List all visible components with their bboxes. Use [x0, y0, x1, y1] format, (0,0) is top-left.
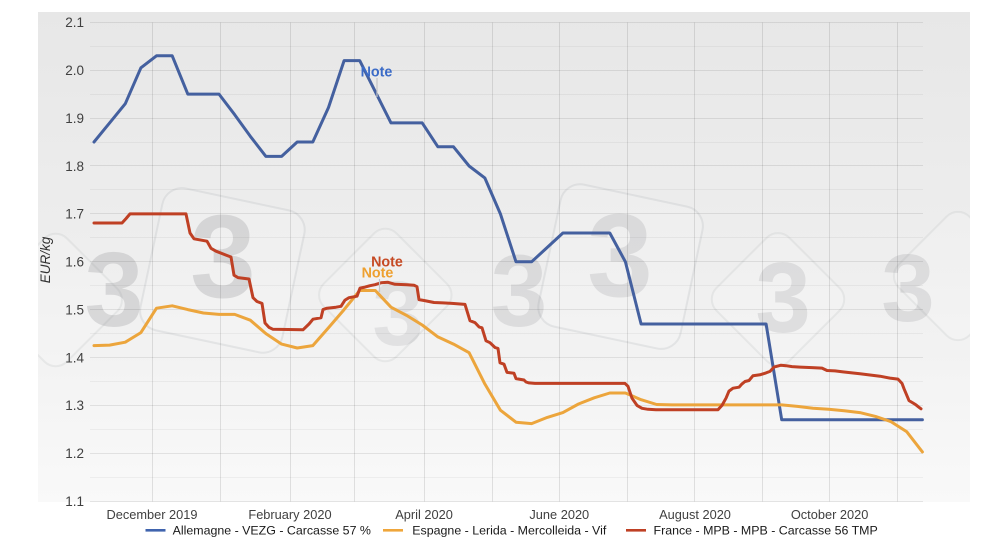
svg-text:1.7: 1.7: [65, 207, 84, 222]
svg-text:2.1: 2.1: [65, 15, 84, 30]
svg-text:Note: Note: [371, 255, 403, 271]
svg-text:3: 3: [755, 242, 811, 354]
svg-text:3: 3: [190, 191, 256, 323]
svg-text:3: 3: [491, 234, 548, 348]
svg-text:1.6: 1.6: [65, 255, 84, 270]
svg-text:1.9: 1.9: [65, 111, 84, 126]
svg-text:3: 3: [587, 190, 653, 322]
svg-text:Note: Note: [362, 266, 394, 282]
svg-text:1.8: 1.8: [65, 159, 84, 174]
svg-text:EUR/kg: EUR/kg: [38, 236, 53, 283]
svg-text:1.5: 1.5: [65, 302, 84, 317]
svg-text:1.1: 1.1: [65, 494, 84, 509]
svg-text:Note: Note: [361, 65, 393, 81]
svg-text:1.3: 1.3: [65, 398, 84, 413]
svg-text:October 2020: October 2020: [791, 507, 869, 522]
svg-text:December 2019: December 2019: [106, 507, 197, 522]
svg-text:Allemagne - VEZG - Carcasse 57: Allemagne - VEZG - Carcasse 57 %: [173, 524, 371, 538]
svg-text:June 2020: June 2020: [529, 507, 589, 522]
svg-text:France - MPB - MPB - Carcasse: France - MPB - MPB - Carcasse 56 TMP: [654, 524, 878, 538]
svg-text:April 2020: April 2020: [395, 507, 453, 522]
svg-text:February 2020: February 2020: [248, 507, 331, 522]
svg-text:3: 3: [85, 231, 144, 349]
svg-text:3: 3: [881, 235, 934, 342]
svg-text:1.4: 1.4: [65, 350, 84, 365]
svg-text:Espagne - Lerida - Mercolleida: Espagne - Lerida - Mercolleida - Vif: [412, 524, 607, 538]
svg-text:3: 3: [372, 263, 423, 365]
svg-text:August 2020: August 2020: [659, 507, 731, 522]
svg-text:2.0: 2.0: [65, 63, 84, 78]
svg-text:1.2: 1.2: [65, 446, 84, 461]
